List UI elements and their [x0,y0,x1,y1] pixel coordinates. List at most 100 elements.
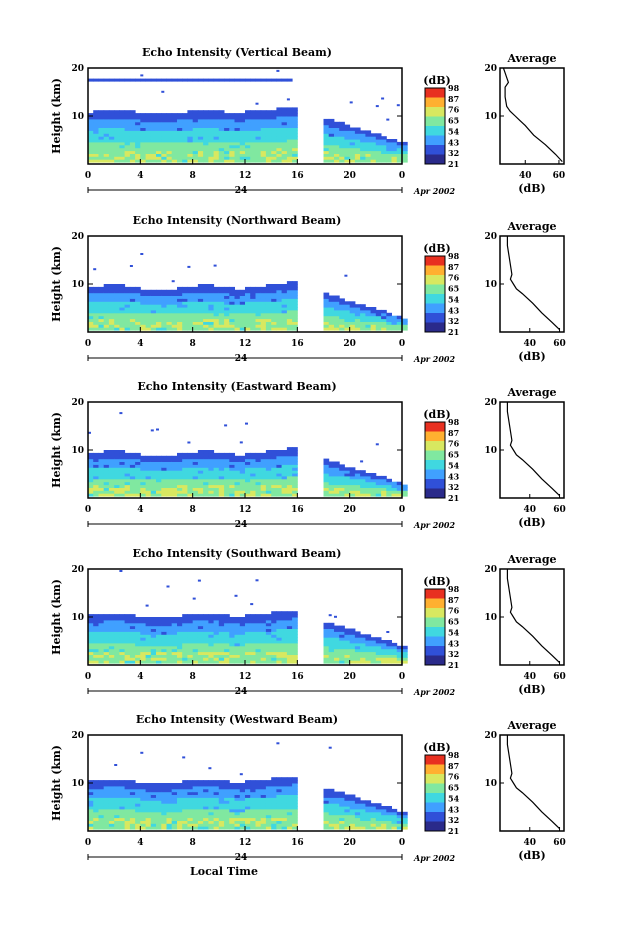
heatmap-cell [187,826,194,830]
heatmap-cell [114,617,120,621]
x-axis-label: Local Time [190,865,258,878]
sparse-echo-cell [119,412,123,415]
heatmap-cell [255,464,262,468]
heatmap-cell [229,785,235,790]
heatmap-cell [88,803,94,807]
heatmap-cell [93,619,99,624]
heatmap-cell [166,130,173,134]
heatmap-cell [260,645,267,650]
heatmap-cell [381,147,387,152]
heatmap-cell [182,458,188,462]
heatmap-cell [177,116,183,120]
heatmap-cell [281,797,288,801]
heatmap-cell [229,651,235,655]
heatmap-cell [103,324,110,328]
heatmap-cell [245,130,251,134]
heatmap-cell [354,640,361,644]
heatmap-cell [98,640,105,644]
heatmap-cell [255,642,262,647]
heatmap-cell [192,147,199,152]
heatmap-cell [339,493,345,497]
heatmap-cell [203,823,209,827]
heatmap-cell [208,493,215,497]
heatmap-cell [224,648,230,653]
heatmap-cell [286,124,293,128]
heatmap-cell [140,619,146,624]
heatmap-cell [250,289,256,294]
heatmap-cell [114,295,120,299]
heatmap-cell [213,785,220,790]
heatmap-cell [182,301,188,305]
heatmap-cell [140,470,146,474]
heatmap-cell [114,648,120,653]
heatmap-cell [208,473,215,477]
heatmap-cell [129,622,136,627]
heatmap-cell [234,820,241,824]
heatmap-cell [114,455,120,460]
heatmap-cell [292,315,298,320]
heatmap-cell [124,144,131,149]
heatmap-cell [391,823,398,827]
heatmap-cell [365,473,372,477]
heatmap-cell [145,783,152,787]
heatmap-cell [161,461,167,465]
heatmap-cell [229,301,235,305]
average-frame [499,734,565,832]
colorbar-swatch [425,793,445,803]
heatmap-cell [250,783,256,787]
heatmap-cell [286,484,293,488]
heatmap-cell [381,823,387,827]
heatmap-cell [286,783,293,787]
heatmap-cell [98,141,105,146]
heatmap-cell [187,484,194,488]
heatmap-cell [98,783,105,787]
heatmap-cell [203,788,209,793]
heatmap-cell [381,645,387,650]
heatmap-cell [245,817,251,821]
heatmap-cell [260,654,267,658]
heatmap-cell [354,490,361,494]
heatmap-cell [192,820,199,824]
colorbar-swatch [425,294,445,304]
heatmap-cell [255,484,262,488]
heatmap-cell [292,654,298,658]
heatmap-cell [166,660,173,664]
heatmap-cell [286,642,293,647]
average-x-tick-label: 40 [524,672,537,682]
heatmap-cell [328,118,335,123]
heatmap-cell [88,144,94,149]
y-axis-label: Height (km) [50,579,63,655]
sparse-echo-cell [239,441,243,444]
heatmap-cell [354,487,361,491]
heatmap-cell [334,130,340,134]
heatmap-cell [171,820,178,824]
heatmap-cell [177,304,183,308]
heatmap-cell [182,318,188,322]
average-y-tick-label: 20 [484,232,497,242]
heatmap-cell [271,292,277,296]
heatmap-cell [391,144,398,149]
heatmap-cell [177,640,183,644]
heatmap-cell [260,315,267,320]
heatmap-cell [177,139,183,143]
heatmap-cell [339,124,345,128]
heatmap-cell [208,150,215,154]
heatmap-cell [93,113,99,117]
heatmap-cell [281,490,288,494]
heatmap-cell [197,814,204,819]
heatmap-cell [197,458,204,462]
heatmap-cell [292,611,298,615]
heatmap-cell [276,803,283,807]
heatmap-cell [145,124,152,128]
heatmap-cell [260,150,267,154]
heatmap-cell [114,780,120,784]
heatmap-cell [166,315,173,320]
heatmap-cell [323,817,330,821]
colorbar-level: 21 [448,826,459,836]
heatmap-cell [265,648,272,653]
heatmap-cell [218,490,225,494]
heatmap-cell [234,785,241,790]
heatmap-cell [276,817,283,821]
heatmap-cell [187,797,194,801]
heatmap-cell [339,826,345,830]
